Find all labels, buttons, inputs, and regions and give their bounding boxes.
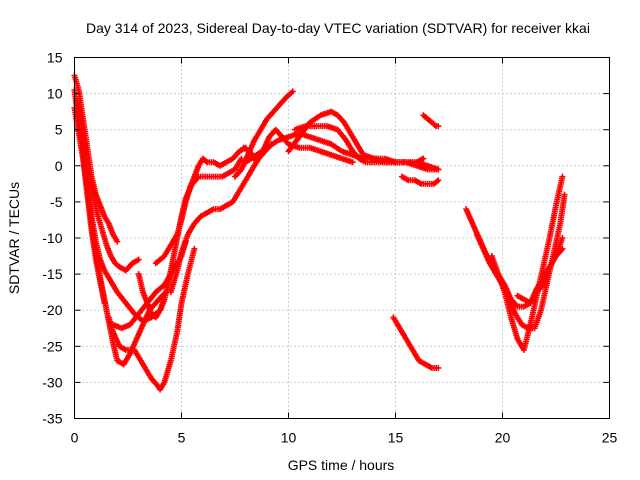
data-point <box>114 238 121 245</box>
x-tick-label: 15 <box>388 430 404 446</box>
grid-lines <box>74 57 610 419</box>
data-point <box>561 191 568 198</box>
series-track-11 <box>232 88 296 180</box>
series-track-22 <box>514 245 566 306</box>
data-point <box>435 166 442 173</box>
data-point <box>559 245 566 252</box>
x-tick-label: 25 <box>602 430 618 446</box>
x-tick-label: 10 <box>281 430 297 446</box>
series-track-9 <box>152 144 249 267</box>
y-tick-label: -10 <box>42 230 62 246</box>
x-tick-label: 20 <box>495 430 511 446</box>
y-tick-label: 5 <box>55 122 63 138</box>
data-point <box>559 235 566 241</box>
y-tick-label: -25 <box>42 338 62 354</box>
data-point <box>191 245 198 252</box>
y-axis-label: SDTVAR / TECUs <box>6 182 22 294</box>
series-track-6 <box>105 245 198 393</box>
chart-title: Day 314 of 2023, Sidereal Day-to-day VTE… <box>86 20 590 36</box>
y-tick-label: 0 <box>55 158 63 174</box>
series-track-15 <box>291 123 442 173</box>
data-point <box>435 177 442 184</box>
y-tick-label: -30 <box>42 374 62 390</box>
y-tick-label: -20 <box>42 302 62 318</box>
x-tick-label: 5 <box>178 430 186 446</box>
y-tick-label: 15 <box>47 50 63 66</box>
data-point <box>435 123 442 130</box>
series-track-14 <box>285 108 427 166</box>
data-point <box>289 88 296 95</box>
data-point <box>559 173 566 180</box>
data-point <box>135 256 142 263</box>
series-track-17 <box>390 314 442 371</box>
series-track-16 <box>398 173 442 187</box>
y-tick-label: -15 <box>42 266 62 282</box>
y-tick-label: -35 <box>42 411 62 427</box>
x-tick-label: 0 <box>71 430 79 446</box>
series-track-18 <box>420 112 442 130</box>
axis-ticks: 0 5 10 15 20 25 15 10 5 0 -5 -10 -15 -20 -25 -30 -35 <box>42 50 617 446</box>
data-point <box>435 364 442 371</box>
data-point <box>420 155 427 162</box>
y-tick-label: 10 <box>47 86 63 102</box>
series-track-21 <box>488 173 566 353</box>
data-series <box>71 72 568 393</box>
data-point <box>349 159 356 166</box>
y-tick-label: -5 <box>50 194 63 210</box>
x-axis-label: GPS time / hours <box>288 457 395 473</box>
